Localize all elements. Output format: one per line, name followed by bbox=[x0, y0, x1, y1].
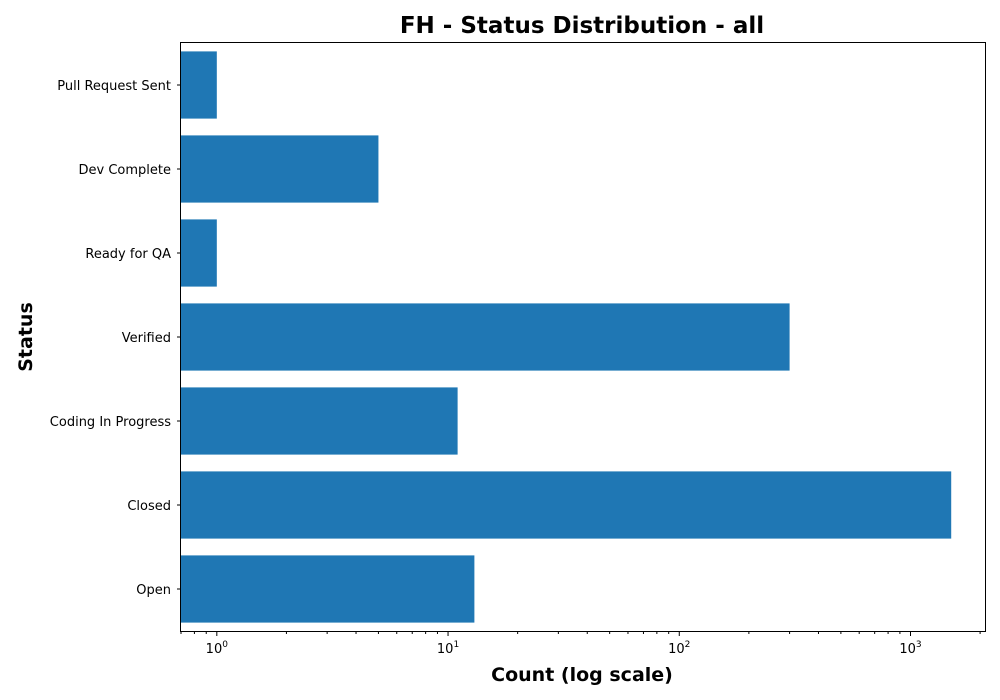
chart-title: FH - Status Distribution - all bbox=[400, 13, 764, 39]
x-tick-label: 101 bbox=[437, 640, 459, 657]
bars-group bbox=[181, 51, 952, 623]
y-axis-label: Status bbox=[15, 302, 37, 372]
x-tick-label: 102 bbox=[668, 640, 690, 657]
x-tick-label: 100 bbox=[206, 640, 229, 657]
y-tick-label: Coding In Progress bbox=[50, 415, 171, 430]
y-tick-label: Dev Complete bbox=[79, 163, 172, 178]
x-axis-ticks: 100 101 102 103 bbox=[180, 631, 981, 657]
y-tick-label: Pull Request Sent bbox=[57, 79, 171, 94]
y-tick-label: Open bbox=[136, 583, 171, 598]
bar-open bbox=[181, 555, 475, 623]
bar-dev-complete bbox=[181, 135, 379, 203]
y-tick-label: Closed bbox=[127, 499, 171, 514]
bar-ready-for-qa bbox=[181, 219, 217, 287]
plot-frame bbox=[180, 42, 986, 632]
bar-pull-request-sent bbox=[181, 51, 217, 119]
bar-verified bbox=[181, 303, 790, 371]
bar-closed bbox=[181, 471, 952, 539]
x-tick-label: 103 bbox=[899, 640, 921, 657]
y-tick-label: Verified bbox=[122, 331, 171, 346]
bar-coding-in-progress bbox=[181, 387, 458, 455]
y-axis-ticks: Open Closed Coding In Progress Verified Read… bbox=[50, 79, 181, 598]
y-tick-label: Ready for QA bbox=[85, 247, 171, 262]
x-axis-label: Count (log scale) bbox=[491, 664, 673, 686]
